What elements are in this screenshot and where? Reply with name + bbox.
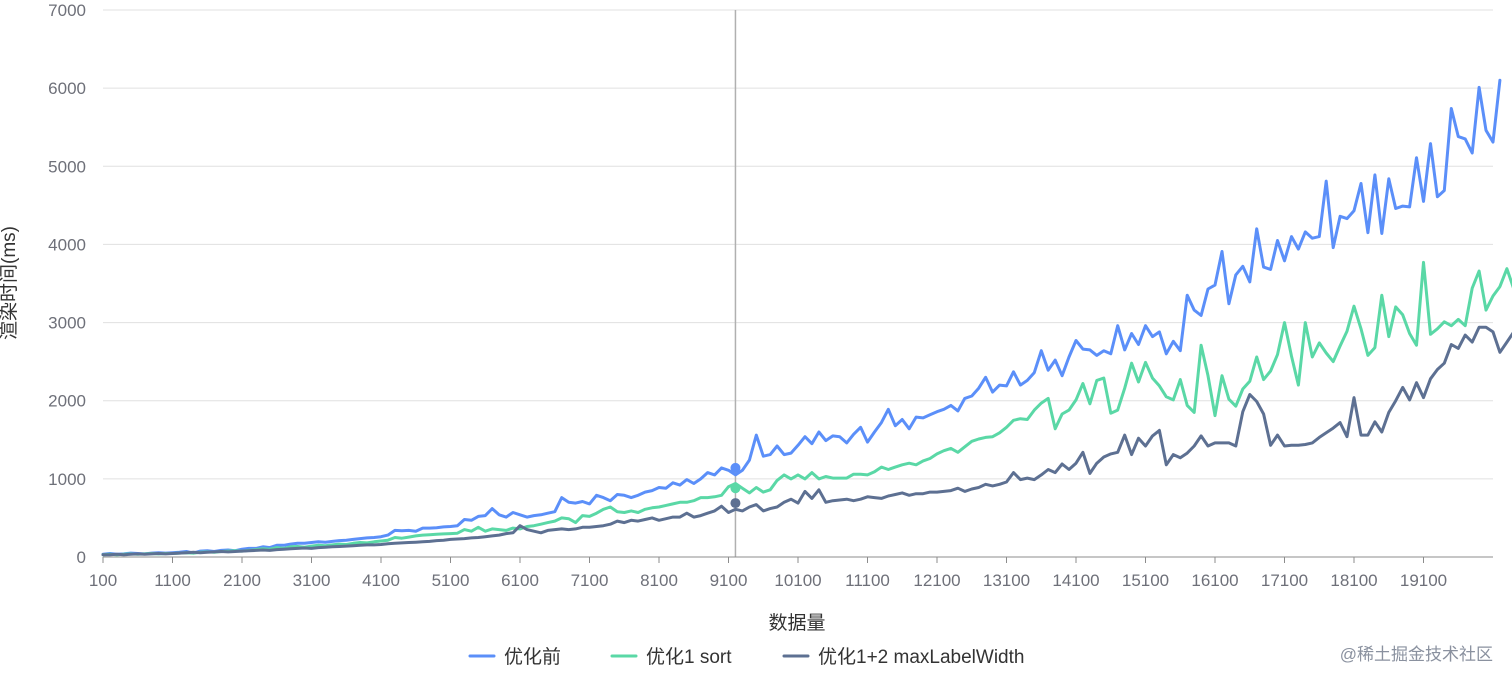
x-tick-label: 16100 xyxy=(1191,571,1238,590)
x-tick-label: 6100 xyxy=(501,571,539,590)
x-tick-label: 100 xyxy=(89,571,117,590)
y-axis-ticks: 0 1000 2000 3000 4000 5000 6000 7000 xyxy=(48,1,86,567)
x-axis-ticks: 100 1100 2100 3100 4100 5100 6100 7100 8100 9100 1… xyxy=(89,557,1447,590)
x-tick-label: 9100 xyxy=(710,571,748,590)
x-tick-label: 17100 xyxy=(1261,571,1308,590)
crosshair-point-3 xyxy=(730,498,741,509)
x-tick-label: 1100 xyxy=(154,571,191,590)
crosshair-point-1 xyxy=(730,462,741,473)
x-tick-label: 4100 xyxy=(362,571,400,590)
x-tick-label: 3100 xyxy=(293,571,331,590)
x-tick-label: 19100 xyxy=(1400,571,1447,590)
y-tick-label: 2000 xyxy=(48,392,86,411)
x-axis-title: 数据量 xyxy=(768,612,825,634)
y-tick-label: 3000 xyxy=(48,314,86,333)
y-tick-label: 5000 xyxy=(48,157,86,176)
x-tick-label: 15100 xyxy=(1122,571,1169,590)
legend-label: 优化前 xyxy=(504,646,561,668)
x-tick-label: 13100 xyxy=(983,571,1030,590)
x-tick-label: 8100 xyxy=(640,571,678,590)
series-line-1[interactable] xyxy=(101,78,1502,556)
y-tick-label: 1000 xyxy=(48,470,86,489)
x-tick-label: 2100 xyxy=(223,571,261,590)
legend-label: 优化1+2 maxLabelWidth xyxy=(818,646,1024,668)
series-lines xyxy=(101,78,1512,557)
grid-lines xyxy=(103,9,1493,480)
y-axis-title: 渲染时间(ms) xyxy=(0,226,20,340)
legend-label: 优化1 sort xyxy=(646,646,732,668)
x-tick-label: 14100 xyxy=(1052,571,1099,590)
x-tick-label: 12100 xyxy=(913,571,960,590)
crosshair-markers xyxy=(730,462,741,509)
legend-item-3[interactable]: 优化1+2 maxLabelWidth xyxy=(782,646,1024,668)
crosshair-point-2 xyxy=(730,483,741,494)
y-tick-label: 7000 xyxy=(48,1,86,20)
x-tick-label: 10100 xyxy=(774,571,821,590)
y-tick-label: 0 xyxy=(77,548,86,567)
x-tick-label: 11100 xyxy=(845,571,890,590)
x-tick-label: 7100 xyxy=(571,571,609,590)
x-tick-label: 18100 xyxy=(1330,571,1377,590)
series-line-3[interactable] xyxy=(101,325,1512,557)
legend-item-1[interactable]: 优化前 xyxy=(468,646,561,668)
y-tick-label: 6000 xyxy=(48,79,86,98)
x-tick-label: 5100 xyxy=(432,571,470,590)
y-tick-label: 4000 xyxy=(48,235,86,254)
series-line-2[interactable] xyxy=(101,260,1512,557)
watermark-text: @稀土掘金技术社区 xyxy=(1340,645,1493,664)
legend-item-2[interactable]: 优化1 sort xyxy=(610,646,732,668)
legend[interactable]: 优化前 优化1 sort 优化1+2 maxLabelWidth xyxy=(468,646,1024,668)
